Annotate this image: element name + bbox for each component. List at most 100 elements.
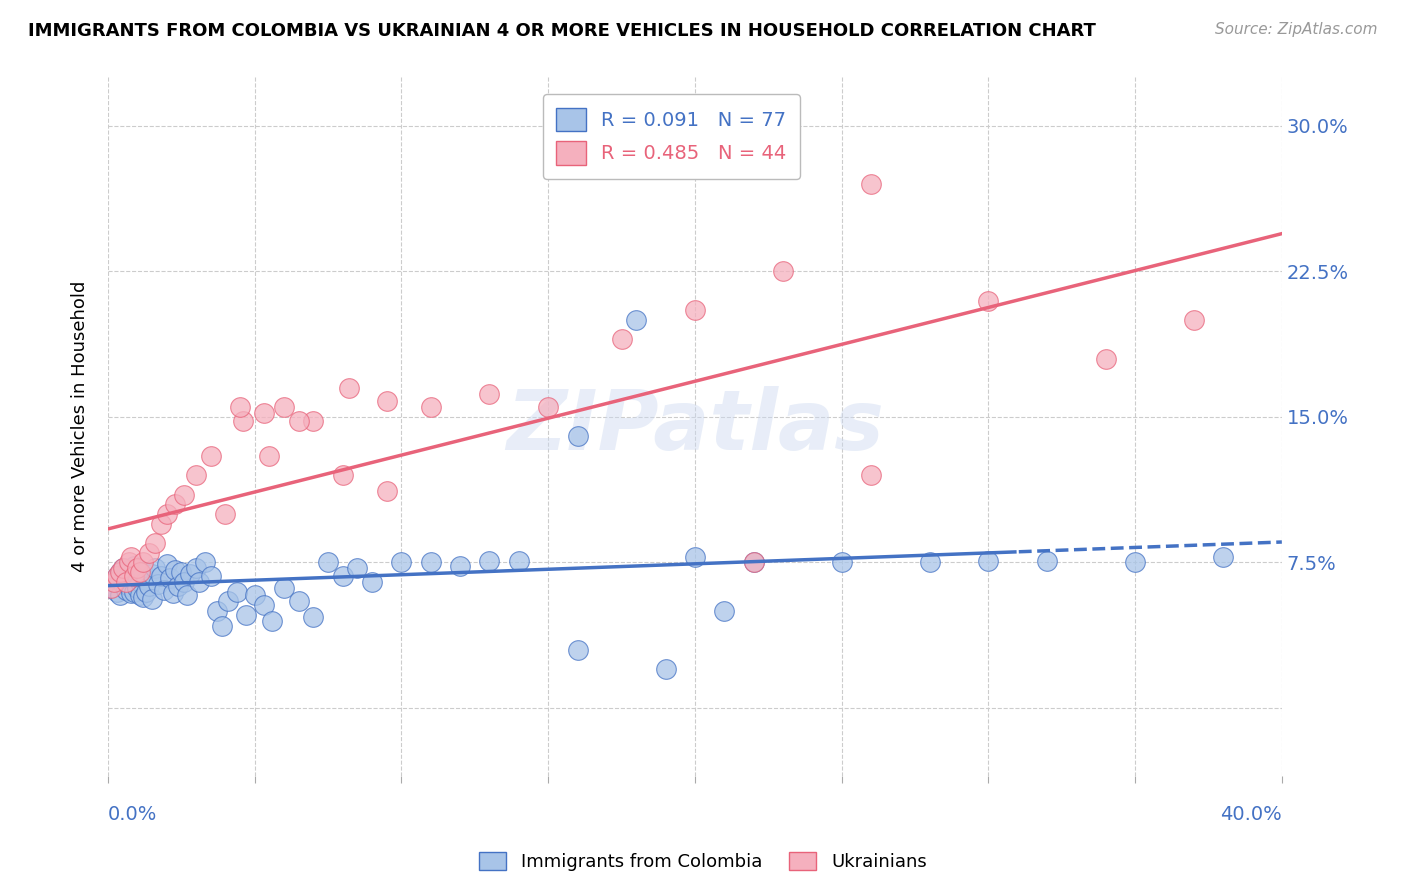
Point xyxy=(103,574,125,589)
Point xyxy=(124,584,146,599)
Point xyxy=(143,536,166,550)
Point xyxy=(127,569,149,583)
Point xyxy=(170,565,193,579)
Text: IMMIGRANTS FROM COLOMBIA VS UKRAINIAN 4 OR MORE VEHICLES IN HOUSEHOLD CORRELATIO: IMMIGRANTS FROM COLOMBIA VS UKRAINIAN 4 … xyxy=(28,22,1097,40)
Point xyxy=(683,303,706,318)
Text: ZIPatlas: ZIPatlas xyxy=(506,386,884,467)
Point xyxy=(361,574,384,589)
Point xyxy=(103,574,125,589)
Point xyxy=(184,561,207,575)
Point xyxy=(111,576,134,591)
Point xyxy=(141,592,163,607)
Point xyxy=(117,556,139,570)
Point xyxy=(176,589,198,603)
Point xyxy=(121,571,143,585)
Point xyxy=(859,177,882,191)
Point xyxy=(346,561,368,575)
Point xyxy=(316,556,339,570)
Point xyxy=(229,401,252,415)
Point xyxy=(146,576,169,591)
Point xyxy=(287,414,309,428)
Point xyxy=(654,662,676,676)
Point xyxy=(156,558,179,572)
Point xyxy=(111,561,134,575)
Point xyxy=(105,584,128,599)
Point xyxy=(173,574,195,589)
Point xyxy=(135,584,157,599)
Point xyxy=(567,429,589,443)
Point xyxy=(132,556,155,570)
Point xyxy=(105,569,128,583)
Point xyxy=(135,573,157,587)
Point xyxy=(111,561,134,575)
Point xyxy=(141,567,163,582)
Point xyxy=(252,598,274,612)
Point xyxy=(188,574,211,589)
Point xyxy=(194,556,217,570)
Point xyxy=(149,569,172,583)
Point xyxy=(626,313,648,327)
Point xyxy=(273,401,295,415)
Point xyxy=(156,507,179,521)
Point xyxy=(273,581,295,595)
Point xyxy=(162,586,184,600)
Point xyxy=(287,594,309,608)
Point xyxy=(214,507,236,521)
Point xyxy=(1182,313,1205,327)
Point xyxy=(114,582,136,597)
Point xyxy=(165,563,187,577)
Point xyxy=(232,414,254,428)
Point xyxy=(1094,351,1116,366)
Point xyxy=(772,264,794,278)
Point xyxy=(200,449,222,463)
Point xyxy=(391,556,413,570)
Point xyxy=(143,561,166,575)
Point xyxy=(235,607,257,622)
Point xyxy=(138,546,160,560)
Point xyxy=(129,565,152,579)
Point xyxy=(179,567,201,582)
Point xyxy=(200,569,222,583)
Point xyxy=(1036,553,1059,567)
Point xyxy=(226,584,249,599)
Point xyxy=(121,549,143,564)
Point xyxy=(152,582,174,597)
Point xyxy=(100,581,122,595)
Point xyxy=(124,559,146,574)
Point xyxy=(252,406,274,420)
Point xyxy=(302,414,325,428)
Point xyxy=(114,574,136,589)
Point xyxy=(537,401,560,415)
Point xyxy=(1123,556,1146,570)
Point xyxy=(419,556,441,570)
Point xyxy=(332,569,354,583)
Point xyxy=(478,553,501,567)
Point xyxy=(918,556,941,570)
Point xyxy=(114,567,136,582)
Point xyxy=(419,401,441,415)
Point xyxy=(375,483,398,498)
Point xyxy=(859,468,882,483)
Point xyxy=(977,293,1000,308)
Point xyxy=(508,553,530,567)
Text: 0.0%: 0.0% xyxy=(108,805,157,824)
Point xyxy=(337,381,360,395)
Point xyxy=(742,556,765,570)
Point xyxy=(124,569,146,583)
Point xyxy=(375,394,398,409)
Point xyxy=(478,386,501,401)
Point xyxy=(567,642,589,657)
Point xyxy=(211,619,233,633)
Legend: Immigrants from Colombia, Ukrainians: Immigrants from Colombia, Ukrainians xyxy=(472,845,934,879)
Point xyxy=(121,586,143,600)
Point xyxy=(108,565,131,579)
Point xyxy=(217,594,239,608)
Text: Source: ZipAtlas.com: Source: ZipAtlas.com xyxy=(1215,22,1378,37)
Point xyxy=(742,556,765,570)
Point xyxy=(138,579,160,593)
Point xyxy=(302,609,325,624)
Point xyxy=(262,614,284,628)
Point xyxy=(332,468,354,483)
Point xyxy=(100,581,122,595)
Point xyxy=(132,591,155,605)
